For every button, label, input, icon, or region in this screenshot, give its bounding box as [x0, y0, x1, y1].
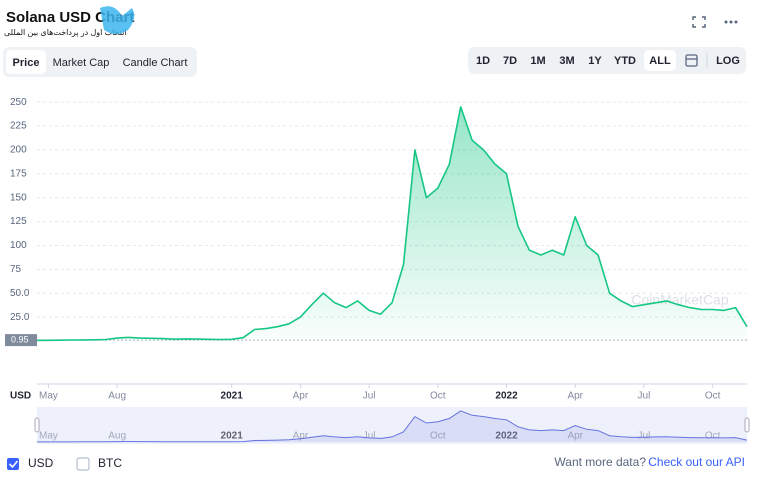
- navigator-tick-label: Jul: [638, 431, 651, 442]
- range-button[interactable]: 1M: [530, 55, 545, 67]
- axis-unit-label: USD: [10, 391, 31, 402]
- navigator-area: [37, 410, 747, 442]
- navigator-tick-label: Apr: [293, 431, 309, 442]
- usd-checkbox[interactable]: [7, 458, 19, 470]
- range-button[interactable]: YTD: [614, 55, 636, 67]
- x-tick-label: Apr: [293, 391, 309, 402]
- tab[interactable]: Candle Chart: [123, 57, 188, 69]
- x-tick-label: Jul: [363, 391, 376, 402]
- tab[interactable]: Price: [13, 57, 40, 69]
- menu-icon[interactable]: [724, 20, 738, 24]
- x-tick-label: 2022: [495, 391, 518, 402]
- navigator-tick-label: 2022: [495, 431, 518, 442]
- y-tick-label: 100: [10, 240, 27, 251]
- range-button[interactable]: 1Y: [588, 55, 602, 67]
- x-tick-label: 2021: [221, 391, 244, 402]
- calendar-icon[interactable]: [685, 54, 698, 67]
- price-area: [37, 106, 747, 342]
- active-tab-bg: [6, 50, 46, 74]
- logo-tagline: انتخاب اول در پرداخت‌های بین المللی: [4, 28, 127, 37]
- logo-mark: [100, 6, 135, 34]
- active-range-bg: [644, 50, 676, 71]
- api-link[interactable]: Check out our API: [648, 455, 745, 469]
- x-tick-label: Aug: [108, 391, 126, 402]
- navigator-handle[interactable]: [744, 417, 750, 433]
- y-tick-label: 75: [10, 264, 22, 275]
- navigator-tick-label: Jul: [363, 431, 376, 442]
- btc-option-label[interactable]: BTC: [98, 456, 122, 470]
- fullscreen-icon[interactable]: [692, 16, 706, 28]
- navigator-tick-label: Oct: [430, 431, 446, 442]
- y-tick-label: 250: [10, 97, 27, 108]
- btc-checkbox[interactable]: [76, 457, 90, 471]
- y-tick-label: 25.0: [10, 312, 30, 323]
- usd-option-label[interactable]: USD: [28, 456, 54, 470]
- x-tick-label: Jul: [638, 391, 651, 402]
- log-button[interactable]: LOG: [716, 55, 740, 67]
- navigator-bg: [37, 407, 747, 444]
- price-marker-badge: [5, 334, 37, 347]
- x-tick-label: Oct: [430, 391, 446, 402]
- navigator-handle[interactable]: [34, 417, 40, 433]
- price-marker-label: 0.95: [11, 334, 29, 344]
- y-tick-label: 175: [10, 168, 27, 179]
- range-button[interactable]: 1D: [476, 55, 490, 67]
- y-tick-label: 225: [10, 121, 27, 132]
- navigator-tick-label: 2021: [221, 431, 244, 442]
- x-tick-label: Oct: [705, 391, 721, 402]
- y-tick-label: 50.0: [10, 288, 30, 299]
- x-tick-label: May: [39, 391, 58, 402]
- navigator-tick-label: Oct: [705, 431, 721, 442]
- y-tick-label: 150: [10, 192, 27, 203]
- navigator-tick-label: May: [39, 431, 58, 442]
- x-tick-label: Apr: [567, 391, 583, 402]
- navigator-tick-label: Aug: [108, 431, 126, 442]
- range-button[interactable]: 7D: [503, 55, 517, 67]
- y-tick-label: 200: [10, 145, 27, 156]
- range-group: [468, 47, 746, 74]
- range-button[interactable]: 3M: [559, 55, 574, 67]
- navigator-tick-label: Apr: [567, 431, 583, 442]
- tab[interactable]: Market Cap: [53, 57, 110, 69]
- y-tick-label: 125: [10, 216, 27, 227]
- navigator-line: [37, 410, 748, 443]
- price-line: [36, 106, 748, 342]
- check-mark: [8, 460, 19, 469]
- range-button[interactable]: ALL: [649, 55, 671, 67]
- more-data-prompt: Want more data?: [554, 455, 646, 469]
- tab-group: [3, 47, 197, 77]
